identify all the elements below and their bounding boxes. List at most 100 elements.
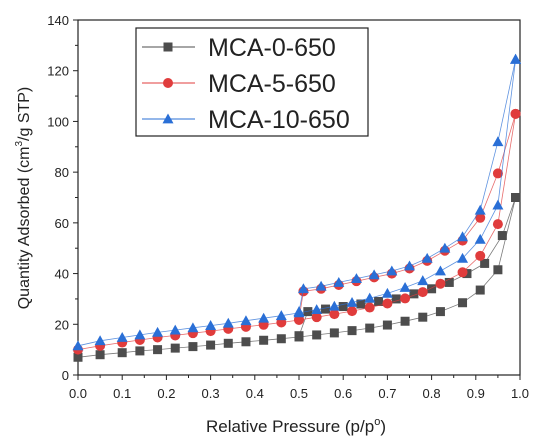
data-point-adsorption: [134, 329, 146, 340]
data-point-adsorption: [347, 326, 357, 336]
y-tick-label: 40: [55, 267, 69, 282]
data-point-adsorption: [205, 320, 217, 330]
data-point-adsorption: [222, 317, 234, 328]
legend-label: MCA-5-650: [208, 70, 336, 98]
data-point-desorption: [492, 136, 504, 147]
x-axis-title: Relative Pressure (p/po): [206, 416, 386, 436]
y-tick-label: 80: [55, 165, 69, 180]
data-point-adsorption: [169, 324, 181, 335]
legend-marker: [163, 42, 173, 52]
data-point-adsorption: [435, 307, 445, 317]
series-MCA-10-650: [72, 53, 522, 351]
data-point-adsorption: [329, 309, 340, 320]
x-tick-label: 1.0: [511, 386, 529, 401]
y-tick-label: 120: [47, 64, 69, 79]
data-point-desorption: [391, 294, 401, 304]
series-MCA-5-650: [73, 108, 521, 355]
data-point-adsorption: [435, 278, 446, 289]
data-point-adsorption: [135, 346, 145, 356]
data-point-adsorption: [275, 310, 287, 321]
data-point-adsorption: [457, 267, 468, 278]
data-point-adsorption: [417, 287, 428, 298]
data-point-adsorption: [153, 345, 163, 355]
data-point-adsorption: [492, 219, 503, 230]
data-point-adsorption: [117, 348, 127, 358]
data-point-desorption: [293, 306, 305, 317]
data-point-adsorption: [240, 315, 252, 326]
data-point-adsorption: [382, 320, 392, 330]
data-point-adsorption: [475, 285, 485, 295]
x-tick-label: 0.1: [113, 386, 131, 401]
legend-label: MCA-10-650: [208, 106, 350, 134]
data-point-adsorption: [152, 326, 164, 337]
data-point-desorption: [404, 260, 415, 271]
data-point-desorption: [374, 296, 384, 306]
legend: MCA-0-650 MCA-5-650 MCA-10-650: [135, 27, 369, 137]
data-point-adsorption: [276, 334, 286, 344]
data-point-desorption: [510, 53, 522, 64]
data-point-adsorption: [73, 352, 83, 362]
y-axis-title: Quantity Adsorbed (cm3/g STP): [14, 87, 33, 310]
data-point-adsorption: [170, 343, 180, 353]
data-point-adsorption: [492, 199, 504, 210]
data-point-adsorption: [311, 304, 323, 314]
data-point-adsorption: [382, 298, 393, 309]
data-point-adsorption: [311, 312, 322, 323]
data-point-adsorption: [364, 292, 376, 303]
data-point-adsorption: [493, 265, 503, 275]
series-layer: [72, 53, 522, 362]
y-tick-label: 20: [55, 317, 69, 332]
data-point-desorption: [409, 289, 419, 299]
legend-label: MCA-0-650: [208, 34, 336, 62]
data-point-desorption: [474, 204, 486, 215]
x-tick-label: 0.0: [69, 386, 87, 401]
data-point-desorption: [321, 304, 331, 314]
data-point-desorption: [480, 258, 490, 268]
x-tick-label: 0.2: [157, 386, 175, 401]
data-point-adsorption: [258, 312, 270, 323]
data-point-desorption: [350, 273, 362, 284]
data-point-adsorption: [400, 293, 411, 304]
data-point-desorption: [333, 276, 345, 287]
data-point-adsorption: [381, 287, 393, 298]
x-tick-label: 0.8: [423, 386, 441, 401]
data-point-adsorption: [434, 265, 446, 276]
data-point-desorption: [497, 231, 507, 241]
data-point-adsorption: [206, 340, 216, 350]
x-tick-label: 0.4: [246, 386, 264, 401]
data-point-adsorption: [259, 335, 269, 345]
data-point-desorption: [511, 193, 521, 202]
x-tick-label: 0.6: [334, 386, 352, 401]
data-point-adsorption: [418, 312, 428, 322]
y-tick-label: 0: [62, 368, 69, 383]
data-point-adsorption: [347, 306, 358, 317]
data-point-adsorption: [223, 338, 233, 348]
series-line-desorption: [298, 59, 516, 312]
y-tick-label: 140: [47, 13, 69, 28]
data-point-adsorption: [328, 300, 340, 311]
data-point-adsorption: [399, 282, 411, 292]
legend-box: [135, 27, 369, 137]
data-point-adsorption: [241, 337, 251, 347]
x-tick-label: 0.9: [467, 386, 485, 401]
x-tick-label: 0.7: [378, 386, 396, 401]
data-point-desorption: [475, 212, 486, 223]
axis-labels: Relative Pressure (p/po) Quantity Adsorb…: [14, 87, 386, 436]
data-point-adsorption: [312, 330, 322, 340]
y-tick-label: 100: [47, 114, 69, 129]
data-point-desorption: [356, 299, 366, 309]
data-point-adsorption: [329, 328, 339, 338]
data-point-desorption: [427, 284, 437, 294]
data-point-adsorption: [458, 298, 468, 308]
data-point-adsorption: [400, 316, 410, 326]
data-point-desorption: [457, 231, 469, 242]
data-point-desorption: [492, 168, 503, 179]
data-point-desorption: [444, 277, 454, 287]
data-point-desorption: [315, 280, 327, 291]
legend-marker: [162, 113, 174, 124]
data-point-adsorption: [94, 335, 106, 346]
data-point-desorption: [439, 242, 451, 253]
data-point-adsorption: [457, 252, 469, 263]
data-point-adsorption: [417, 275, 429, 286]
